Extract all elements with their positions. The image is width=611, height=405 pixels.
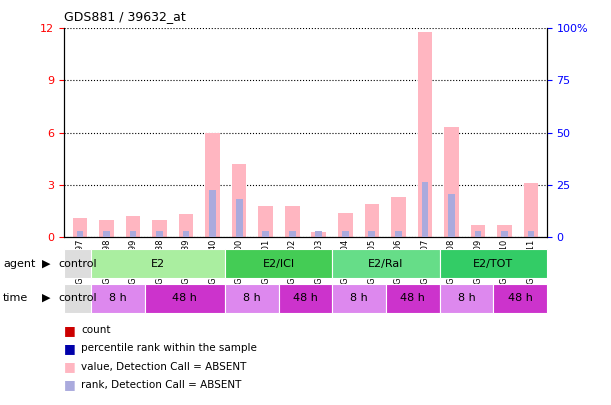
Text: 48 h: 48 h: [172, 293, 197, 303]
Text: 8 h: 8 h: [458, 293, 475, 303]
Bar: [152, 220, 167, 237]
Bar: [395, 231, 401, 237]
Bar: [417, 32, 432, 237]
Bar: [77, 231, 83, 237]
Text: ■: ■: [64, 378, 76, 391]
Text: rank, Detection Call = ABSENT: rank, Detection Call = ABSENT: [81, 380, 241, 390]
Bar: [289, 231, 296, 237]
Bar: [262, 231, 269, 237]
Bar: [444, 128, 459, 237]
Text: ▶: ▶: [42, 293, 50, 303]
Text: 8 h: 8 h: [109, 293, 126, 303]
Bar: [528, 231, 534, 237]
Bar: [225, 284, 279, 313]
Bar: [179, 214, 194, 237]
Bar: [126, 216, 141, 237]
Bar: [279, 284, 332, 313]
Bar: [285, 206, 299, 237]
Text: ■: ■: [64, 342, 76, 355]
Bar: [91, 249, 225, 278]
Text: 8 h: 8 h: [243, 293, 261, 303]
Text: 48 h: 48 h: [508, 293, 532, 303]
Bar: [501, 231, 508, 237]
Bar: [236, 199, 243, 237]
Text: ■: ■: [64, 324, 76, 337]
Text: E2/ICI: E2/ICI: [263, 259, 295, 269]
Bar: [315, 231, 322, 237]
Text: 48 h: 48 h: [293, 293, 318, 303]
Bar: [258, 206, 273, 237]
Bar: [497, 225, 511, 237]
Bar: [225, 249, 332, 278]
Text: 48 h: 48 h: [400, 293, 425, 303]
Text: E2/Ral: E2/Ral: [368, 259, 404, 269]
Text: control: control: [58, 293, 97, 303]
Bar: [332, 284, 386, 313]
Text: E2: E2: [151, 259, 165, 269]
Bar: [524, 183, 538, 237]
Bar: [145, 284, 225, 313]
Text: value, Detection Call = ABSENT: value, Detection Call = ABSENT: [81, 362, 247, 371]
Text: GDS881 / 39632_at: GDS881 / 39632_at: [64, 10, 186, 23]
Bar: [103, 231, 110, 237]
Text: E2/TOT: E2/TOT: [473, 259, 513, 269]
Bar: [365, 204, 379, 237]
Bar: [342, 231, 349, 237]
Text: agent: agent: [3, 259, 35, 269]
Text: percentile rank within the sample: percentile rank within the sample: [81, 343, 257, 353]
Text: count: count: [81, 325, 111, 335]
Bar: [64, 249, 91, 278]
Bar: [156, 231, 163, 237]
Bar: [368, 231, 375, 237]
Text: control: control: [58, 259, 97, 269]
Bar: [73, 218, 87, 237]
Text: ▶: ▶: [42, 259, 50, 269]
Bar: [422, 182, 428, 237]
Bar: [210, 190, 216, 237]
Bar: [312, 232, 326, 237]
Bar: [386, 284, 439, 313]
Bar: [130, 231, 136, 237]
Bar: [470, 225, 485, 237]
Bar: [205, 132, 220, 237]
Bar: [332, 249, 439, 278]
Bar: [64, 284, 91, 313]
Text: 8 h: 8 h: [350, 293, 368, 303]
Bar: [91, 284, 145, 313]
Bar: [439, 284, 493, 313]
Bar: [439, 249, 547, 278]
Bar: [338, 213, 353, 237]
Bar: [475, 231, 481, 237]
Bar: [448, 194, 455, 237]
Bar: [232, 164, 246, 237]
Text: time: time: [3, 293, 28, 303]
Bar: [100, 220, 114, 237]
Bar: [493, 284, 547, 313]
Bar: [183, 231, 189, 237]
Bar: [391, 197, 406, 237]
Text: ■: ■: [64, 360, 76, 373]
